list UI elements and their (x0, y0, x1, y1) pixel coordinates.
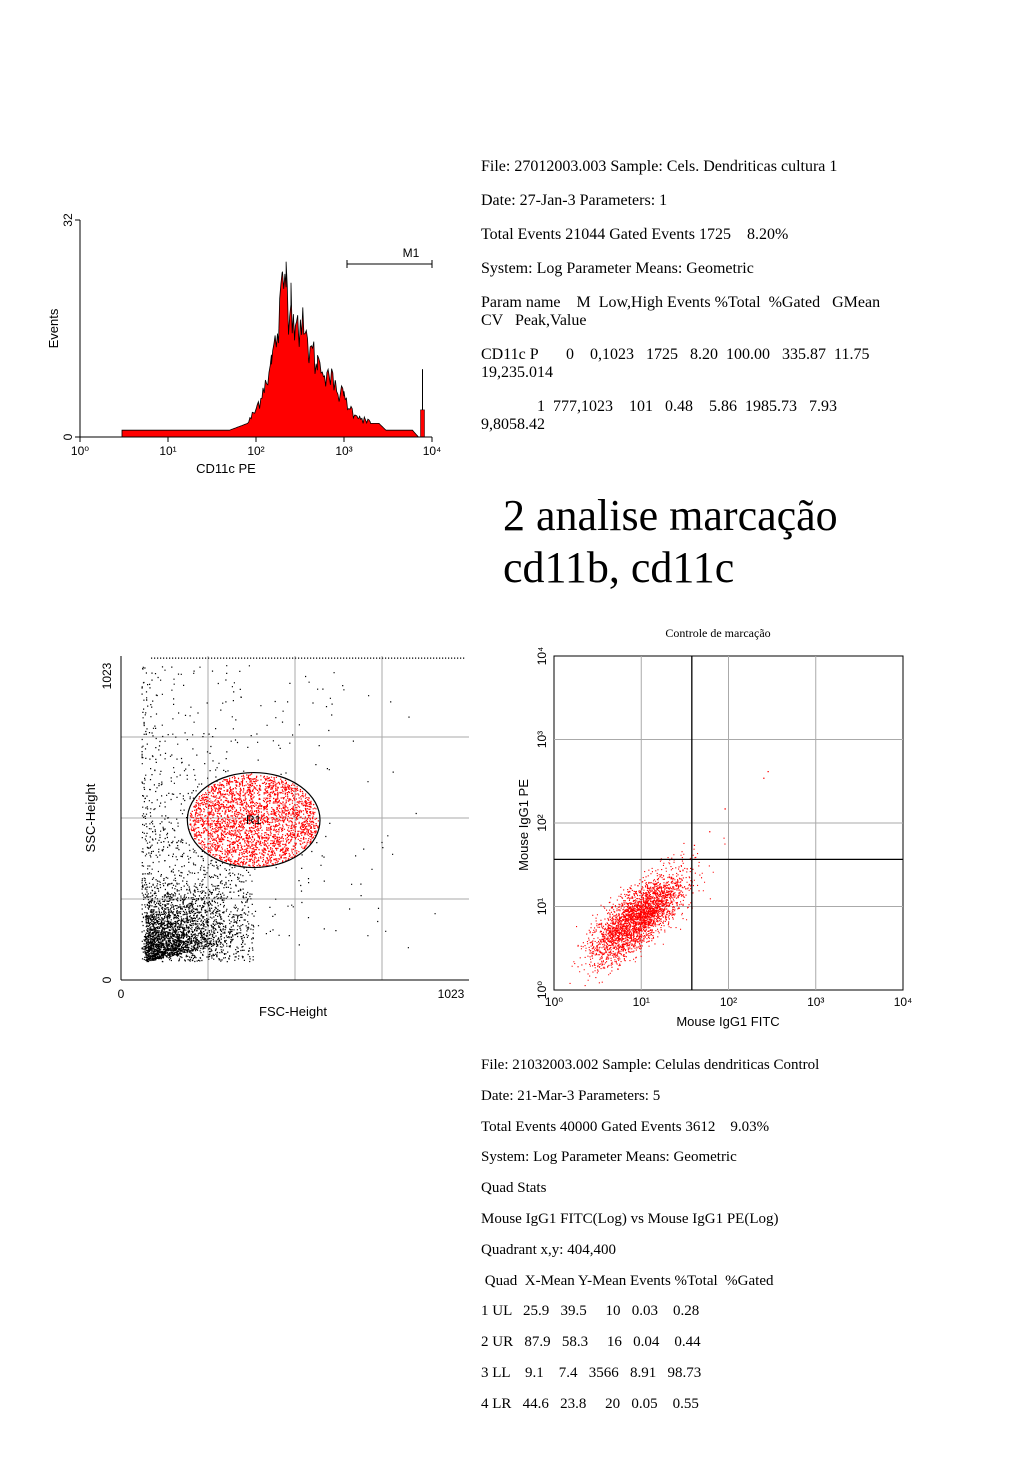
ungated-events (141, 657, 465, 963)
region-r1-label: R1 (246, 813, 262, 827)
x-tick-label: 10⁰ (545, 995, 563, 1009)
stats-header-line-cont: CV Peak,Value (481, 312, 587, 329)
y-tick-label: 0 (100, 976, 114, 983)
y-tick-label: 1023 (100, 662, 114, 689)
chart-title: Controle de marcação (665, 626, 770, 640)
stats-events-line: Total Events 21044 Gated Events 1725 8.2… (481, 226, 789, 243)
quad-params-line: Mouse IgG1 FITC(Log) vs Mouse IgG1 PE(Lo… (481, 1210, 779, 1227)
x-tick-label: 10² (720, 995, 737, 1009)
stats-row-m0: CD11c P 0 0,1023 1725 8.20 100.00 335.87… (481, 346, 870, 363)
y-tick-label: 32 (61, 213, 75, 227)
quad-xy-line: Quadrant x,y: 404,400 (481, 1241, 616, 1258)
quad-events-line: Total Events 40000 Gated Events 3612 9.0… (481, 1118, 770, 1135)
x-tick-label: 1023 (438, 987, 465, 1001)
x-axis-label: CD11c PE (196, 461, 256, 476)
histogram-area (121, 261, 424, 438)
x-tick-label: 10² (247, 444, 264, 458)
y-tick-label: 10⁰ (535, 981, 549, 999)
stats-system-line: System: Log Parameter Means: Geometric (481, 260, 754, 277)
quad-date-line: Date: 21-Mar-3 Parameters: 5 (481, 1087, 661, 1104)
quad-row-ul: 1 UL 25.9 39.5 10 0.03 0.28 (481, 1303, 700, 1320)
y-axis-label: SSC-Height (83, 783, 98, 852)
quadrant-stats: File: 21032003.002 Sample: Celulas dendr… (481, 1056, 981, 1426)
section-heading-line2: cd11b, cd11c (503, 543, 735, 592)
x-tick-label: 10¹ (159, 444, 176, 458)
quad-table-header: Quad X-Mean Y-Mean Events %Total %Gated (481, 1272, 774, 1289)
x-axis-label: Mouse IgG1 FITC (676, 1014, 779, 1029)
stats-row-m0-cont: 19,235.014 (481, 364, 553, 381)
cd11c-histogram: 10⁰ 10¹ 10² 10³ 10⁴ 0 32 CD11c PE Events M1 (46, 213, 442, 476)
stats-row-m1-cont: 9,8058.42 (481, 416, 545, 433)
x-axis-label: FSC-Height (259, 1004, 327, 1019)
gated-events (188, 773, 319, 869)
marker-m1-label: M1 (403, 246, 420, 260)
quad-row-ur: 2 UR 87.9 58.3 16 0.04 0.44 (481, 1334, 701, 1351)
x-tick-label: 10³ (807, 995, 824, 1009)
y-axis-label: Events (46, 308, 61, 348)
stats-row-m1: 1 777,1023 101 0.48 5.86 1985.73 7.93 (481, 398, 837, 415)
region-r1 (186, 771, 321, 869)
quad-stats-title: Quad Stats (481, 1180, 547, 1197)
events (569, 771, 769, 987)
stats-header-line: Param name M Low,High Events %Total %Gat… (481, 294, 881, 311)
x-tick-label: 10¹ (633, 995, 650, 1009)
quad-row-ll: 3 LL 9.1 7.4 3566 8.91 98.73 (481, 1364, 702, 1381)
y-tick-label: 10¹ (535, 898, 549, 915)
quad-row-lr: 4 LR 44.6 23.8 20 0.05 0.55 (481, 1395, 699, 1412)
y-tick-label: 0 (61, 433, 75, 440)
y-axis-label: Mouse IgG1 PE (516, 779, 531, 871)
y-tick-label: 10⁴ (535, 647, 549, 666)
histogram-stats: File: 27012003.003 Sample: Cels. Dendrit… (481, 158, 981, 450)
stats-file-line: File: 27012003.003 Sample: Cels. Dendrit… (481, 158, 838, 175)
histogram-spike-bar (420, 409, 425, 438)
x-tick-label: 0 (118, 987, 125, 1001)
stats-date-line: Date: 27-Jan-3 Parameters: 1 (481, 192, 668, 209)
y-tick-label: 10² (535, 814, 549, 831)
x-tick-label: 10⁰ (71, 444, 89, 458)
section-heading-line1: 2 analise marcação (503, 491, 838, 540)
x-tick-label: 10⁴ (894, 995, 913, 1009)
x-tick-label: 10⁴ (423, 444, 442, 458)
quad-file-line: File: 21032003.002 Sample: Celulas dendr… (481, 1057, 820, 1073)
x-tick-label: 10³ (335, 444, 352, 458)
quad-system-line: System: Log Parameter Means: Geometric (481, 1149, 737, 1166)
y-tick-label: 10³ (535, 731, 549, 748)
fsc-ssc-dotplot: R1 0 1023 0 1023 FSC-Height SSC-Height (83, 656, 469, 1019)
section-heading: 2 analise marcação cd11b, cd11c (503, 490, 838, 594)
